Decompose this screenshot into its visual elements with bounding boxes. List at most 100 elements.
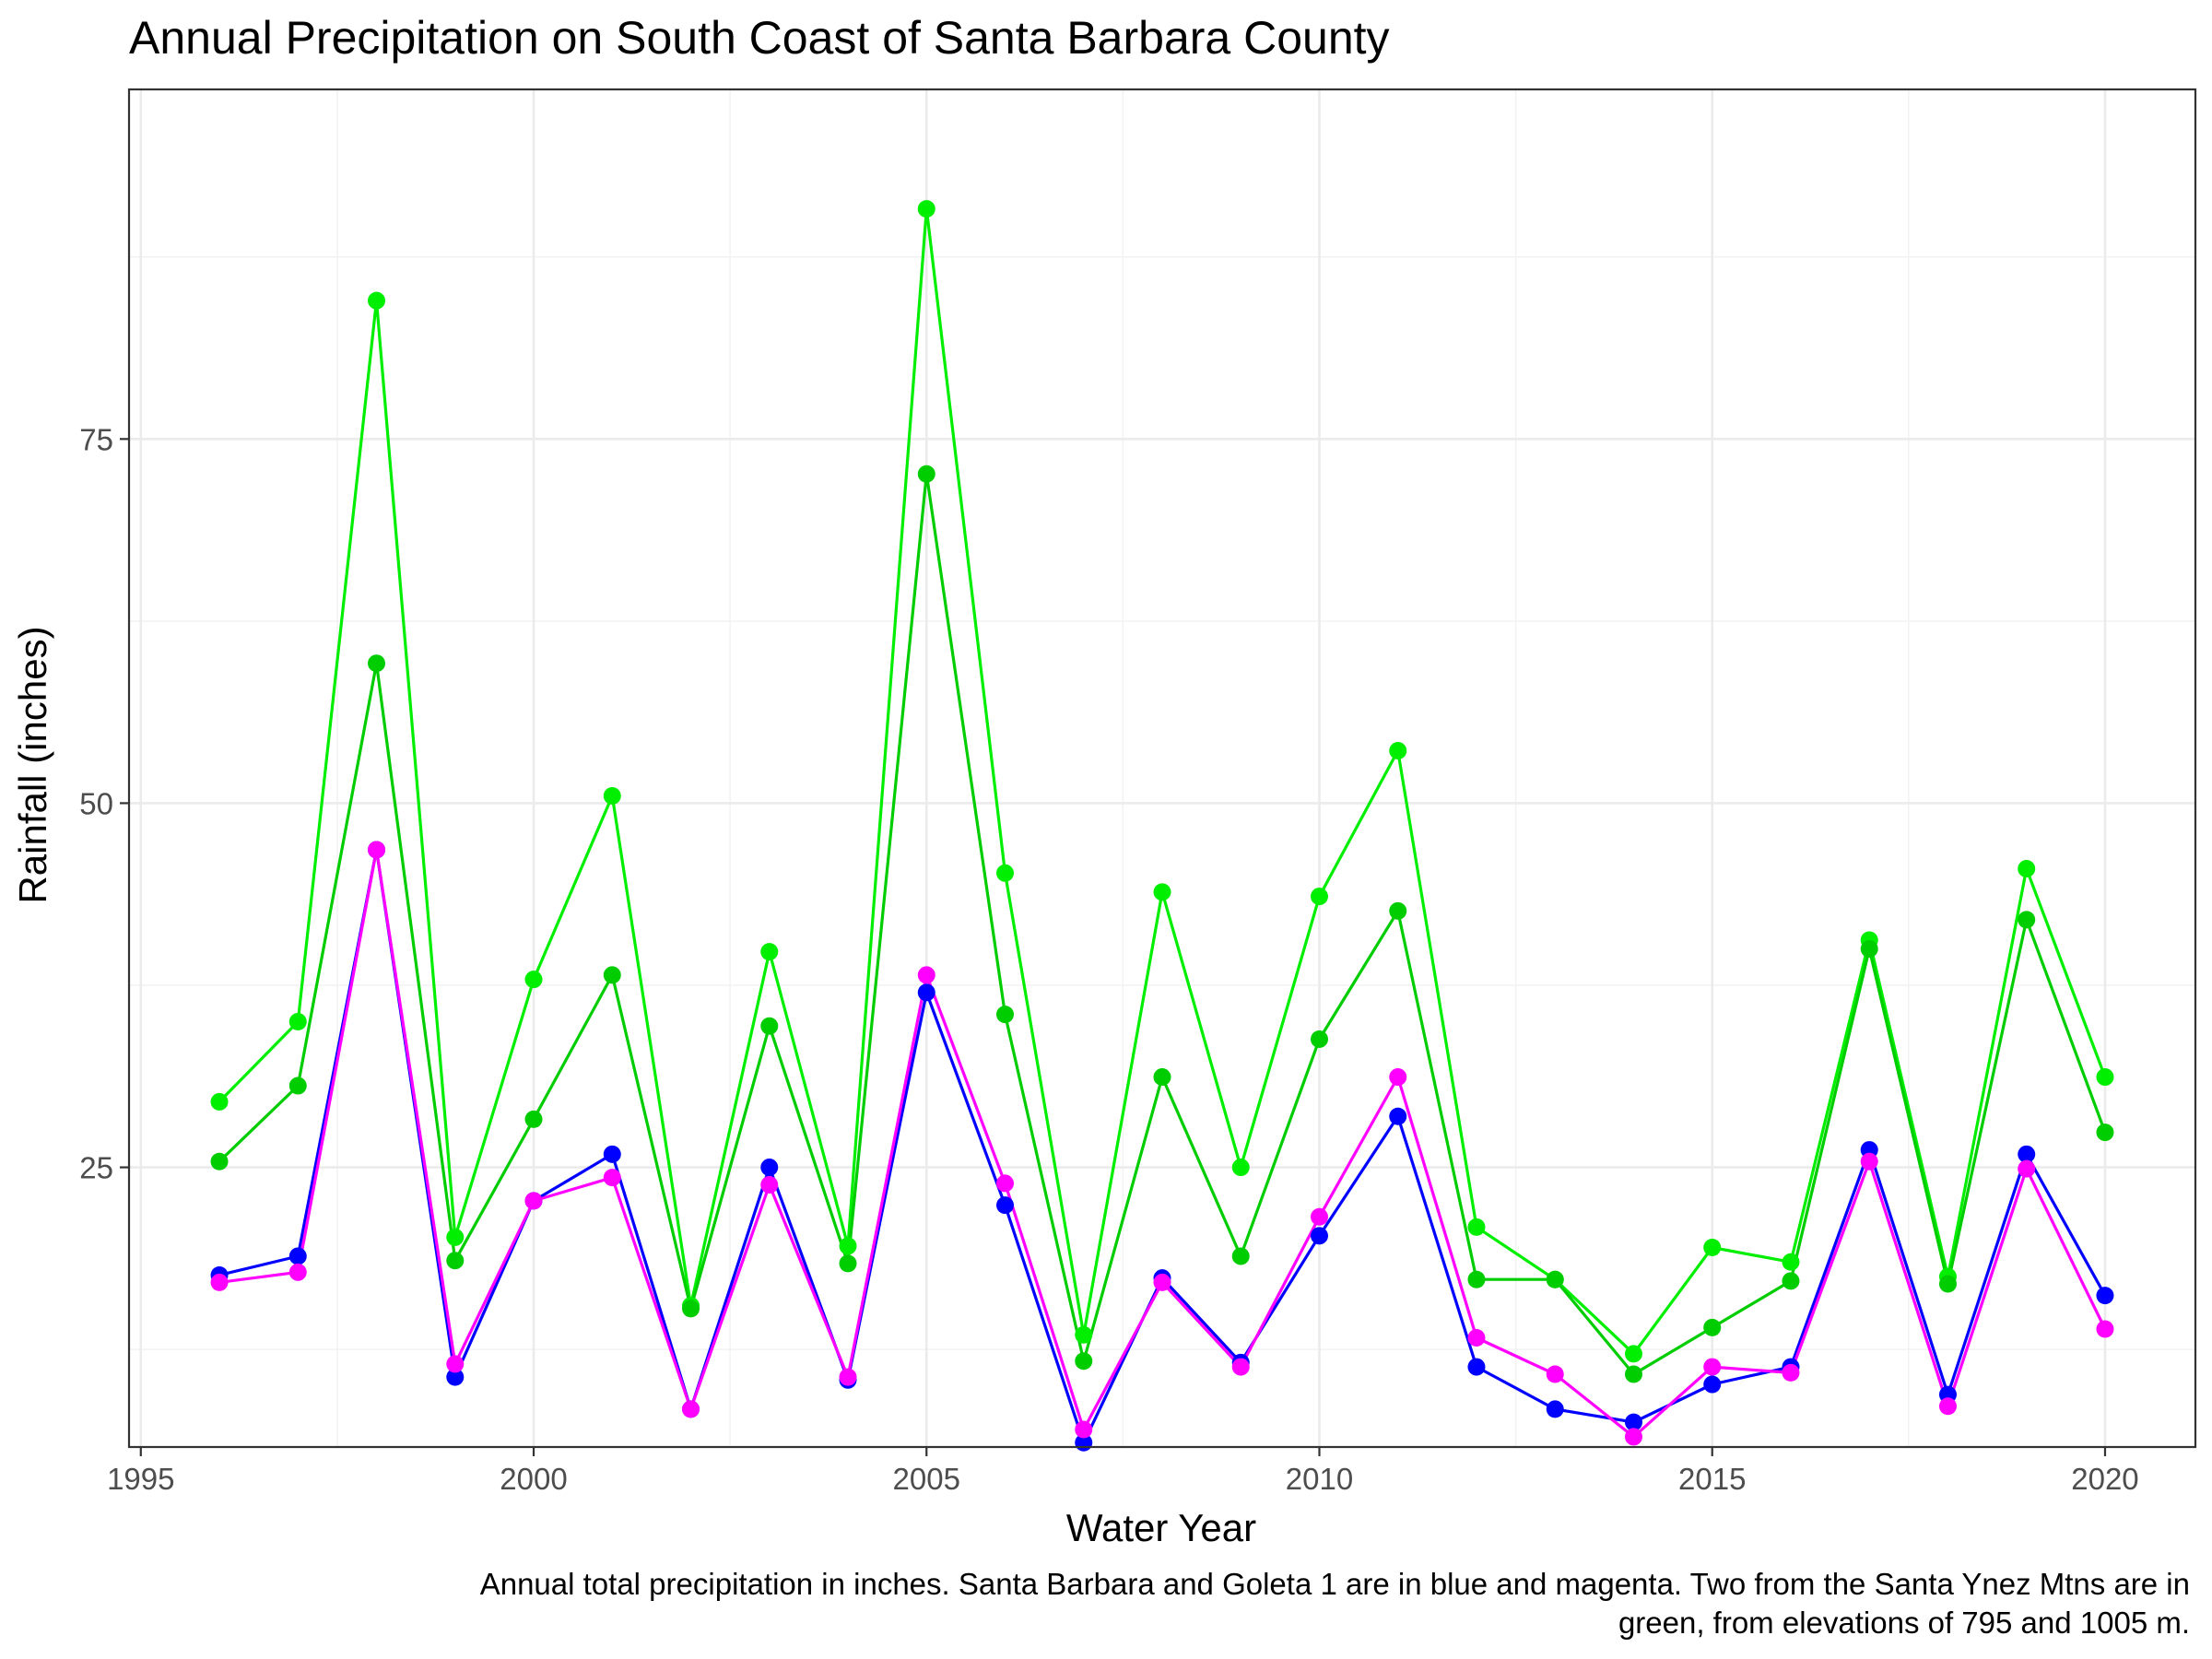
data-point-series-4: [839, 1368, 857, 1386]
series-line-2: [218, 472, 2107, 1376]
data-point-series-1: [760, 943, 779, 961]
data-point-series-3: [603, 1145, 621, 1163]
data-point-series-4: [2018, 1159, 2036, 1178]
data-point-series-2: [839, 1254, 857, 1273]
data-point-series-1: [1624, 1345, 1642, 1363]
y-axis-title: Rainfall (inches): [11, 626, 54, 903]
data-point-series-4: [1075, 1420, 1093, 1439]
data-point-series-1: [1075, 1325, 1093, 1344]
x-tick-label: 2020: [2071, 1462, 2138, 1496]
data-point-series-1: [288, 1013, 307, 1031]
data-point-series-1: [1467, 1218, 1486, 1236]
series-line-1: [218, 207, 2107, 1356]
data-point-series-2: [1467, 1270, 1486, 1288]
data-point-series-3: [1624, 1413, 1642, 1431]
data-point-series-2: [1860, 939, 1878, 958]
data-point-series-4: [1310, 1207, 1328, 1226]
data-point-series-4: [288, 1263, 307, 1281]
data-point-series-2: [446, 1252, 465, 1270]
x-axis-title: Water Year: [1066, 1506, 1256, 1549]
data-point-series-1: [368, 291, 386, 310]
y-tick-label: 75: [79, 422, 113, 456]
data-point-series-1: [1231, 1159, 1250, 1177]
data-point-series-4: [996, 1174, 1015, 1193]
data-point-series-2: [210, 1152, 229, 1171]
data-point-series-1: [917, 200, 935, 218]
data-point-series-4: [1624, 1428, 1642, 1446]
data-point-series-4: [917, 966, 935, 984]
data-point-series-4: [524, 1192, 543, 1210]
data-point-series-4: [2096, 1320, 2114, 1338]
data-point-series-3: [1467, 1358, 1486, 1376]
x-tick-label: 2005: [893, 1462, 960, 1496]
data-point-series-2: [2096, 1124, 2114, 1142]
data-point-series-4: [682, 1400, 700, 1418]
axis-tick-labels: 1995 2000 2005 2010 2015 2020 25 50 75: [79, 422, 2138, 1496]
data-point-series-2: [1389, 901, 1407, 920]
data-point-series-4: [1389, 1068, 1407, 1087]
data-point-series-1: [1310, 888, 1328, 906]
data-point-series-4: [1782, 1363, 1800, 1382]
data-point-series-2: [1703, 1318, 1722, 1336]
data-point-series-3: [996, 1196, 1015, 1215]
data-point-series-2: [917, 465, 935, 483]
data-point-series-1: [1782, 1253, 1800, 1271]
data-point-series-2: [1782, 1272, 1800, 1290]
data-point-series-4: [760, 1176, 779, 1194]
data-point-series-3: [1546, 1400, 1564, 1418]
data-point-series-4: [1703, 1358, 1722, 1376]
data-point-series-1: [2096, 1068, 2114, 1087]
data-point-series-4: [368, 841, 386, 859]
data-point-series-2: [603, 966, 621, 984]
data-point-series-1: [1153, 883, 1171, 901]
series-lines: [218, 207, 2107, 1444]
data-point-series-1: [839, 1237, 857, 1255]
data-point-series-1: [1389, 742, 1407, 760]
data-point-series-1: [524, 971, 543, 989]
data-point-series-4: [1231, 1358, 1250, 1376]
caption-line-1: Annual total precipitation in inches. Sa…: [480, 1567, 2190, 1601]
data-point-series-4: [1467, 1328, 1486, 1347]
data-point-series-3: [917, 983, 935, 1002]
data-point-series-1: [2018, 860, 2036, 878]
data-point-series-3: [1389, 1107, 1407, 1125]
data-point-series-1: [996, 864, 1015, 882]
data-point-series-3: [2018, 1145, 2036, 1163]
data-point-series-2: [1231, 1247, 1250, 1265]
data-point-series-1: [446, 1228, 465, 1246]
x-tick-label: 2015: [1678, 1462, 1746, 1496]
axis-ticks: [120, 438, 2107, 1456]
data-point-series-3: [1703, 1375, 1722, 1394]
x-tick-label: 2010: [1286, 1462, 1353, 1496]
data-point-series-2: [1938, 1275, 1957, 1293]
grid: [129, 89, 2195, 1447]
data-point-series-2: [996, 1006, 1015, 1024]
data-point-series-2: [1624, 1365, 1642, 1383]
data-point-series-2: [1153, 1068, 1171, 1087]
data-point-series-3: [760, 1159, 779, 1177]
data-point-series-4: [1153, 1273, 1171, 1291]
data-point-series-2: [524, 1110, 543, 1128]
data-point-series-2: [1546, 1270, 1564, 1288]
chart-title: Annual Precipitation on South Coast of S…: [129, 12, 1390, 64]
data-point-series-3: [446, 1368, 465, 1386]
data-point-series-2: [368, 654, 386, 673]
caption-line-2: green, from elevations of 795 and 1005 m…: [1618, 1606, 2190, 1640]
data-point-series-1: [1703, 1238, 1722, 1256]
data-point-series-2: [760, 1017, 779, 1035]
data-point-series-1: [603, 787, 621, 806]
plot-panel-border: [127, 88, 2197, 1449]
x-tick-label: 1995: [107, 1462, 174, 1496]
data-point-series-1: [210, 1092, 229, 1111]
y-tick-label: 25: [79, 1151, 113, 1185]
data-point-series-2: [1075, 1352, 1093, 1371]
data-point-series-4: [210, 1273, 229, 1291]
data-point-series-4: [1546, 1365, 1564, 1383]
y-tick-label: 50: [79, 786, 113, 820]
data-point-series-3: [288, 1247, 307, 1265]
data-point-series-2: [682, 1300, 700, 1318]
data-point-series-4: [1860, 1152, 1878, 1171]
data-point-series-2: [288, 1077, 307, 1095]
data-point-series-2: [2018, 911, 2036, 929]
